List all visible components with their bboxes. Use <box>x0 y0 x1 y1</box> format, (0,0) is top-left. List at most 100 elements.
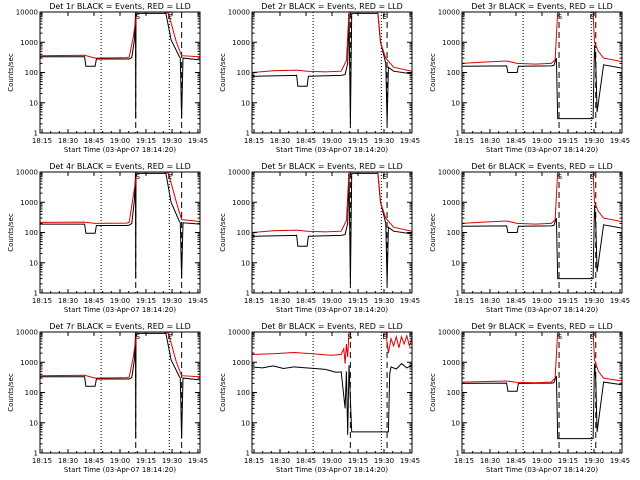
series-events-line <box>462 363 622 440</box>
y-tick-label: 1000 <box>442 39 460 47</box>
marker-label: S <box>136 333 141 341</box>
x-tick-label: 19:30 <box>584 297 604 305</box>
x-tick-label: 19:30 <box>162 297 182 305</box>
series-lld-line <box>252 172 412 233</box>
plot-frame <box>461 11 623 134</box>
marker-label: S <box>558 333 563 341</box>
x-tick-label: 18:45 <box>506 297 526 305</box>
x-tick-label: 18:45 <box>296 457 316 465</box>
y-tick-label: 1 <box>456 290 460 298</box>
y-tick-label: 1000 <box>20 199 38 207</box>
panel-det-2r: Det 2r BLACK = Events, RED = LLD S E 1 10 100… <box>219 2 420 154</box>
x-tick-label: 18:45 <box>506 457 526 465</box>
series-lld-line <box>40 332 200 379</box>
y-tick-label: 10000 <box>16 329 38 337</box>
x-tick-label: 18:15 <box>32 457 52 465</box>
x-tick-label: 19:30 <box>374 137 394 145</box>
y-tick-label: 10000 <box>228 169 250 177</box>
series-lld-line <box>462 172 622 225</box>
series-events-line <box>40 172 200 279</box>
y-axis-label: Counts/sec <box>429 213 437 252</box>
y-tick-label: 100 <box>447 389 460 397</box>
x-axis-label: Start Time (03-Apr-07 18:14:20) <box>486 466 598 474</box>
x-tick-label: 19:30 <box>584 457 604 465</box>
x-tick-label: 18:30 <box>58 137 78 145</box>
y-tick-label: 1000 <box>442 199 460 207</box>
x-tick-label: 19:15 <box>136 137 156 145</box>
panel-det-5r: Det 5r BLACK = Events, RED = LLD S E 1 10 100… <box>219 162 420 314</box>
panel-title: Det 8r BLACK = Events, RED = LLD <box>261 322 403 331</box>
x-tick-label: 19:00 <box>322 457 342 465</box>
x-tick-label: 18:45 <box>296 137 316 145</box>
x-tick-label: 18:15 <box>454 137 474 145</box>
y-tick-label: 1000 <box>232 39 250 47</box>
x-tick-label: 19:30 <box>584 137 604 145</box>
y-tick-label: 10000 <box>438 9 460 17</box>
x-tick-label: 18:15 <box>32 137 52 145</box>
x-tick-label: 19:45 <box>400 137 420 145</box>
x-axis-label: Start Time (03-Apr-07 18:14:20) <box>64 466 176 474</box>
marker-label: E <box>382 173 386 181</box>
y-tick-label: 10 <box>29 259 38 267</box>
y-tick-label: 1000 <box>20 39 38 47</box>
x-tick-label: 19:45 <box>188 457 208 465</box>
y-axis-label: Counts/sec <box>219 373 227 412</box>
marker-label: S <box>558 173 563 181</box>
panel-title: Det 4r BLACK = Events, RED = LLD <box>49 162 191 171</box>
x-axis-label: Start Time (03-Apr-07 18:14:20) <box>64 146 176 154</box>
x-tick-label: 19:30 <box>162 457 182 465</box>
x-tick-label: 19:45 <box>400 457 420 465</box>
y-tick-label: 1 <box>456 130 460 138</box>
y-tick-label: 1 <box>34 130 38 138</box>
x-tick-label: 18:30 <box>270 137 290 145</box>
y-tick-label: 10 <box>451 99 460 107</box>
marker-label: E <box>382 13 386 21</box>
x-tick-label: 18:30 <box>58 457 78 465</box>
x-tick-label: 18:15 <box>32 297 52 305</box>
x-tick-label: 18:15 <box>244 457 264 465</box>
x-tick-label: 18:30 <box>58 297 78 305</box>
plot-frame <box>39 11 201 134</box>
y-tick-label: 100 <box>447 229 460 237</box>
series-events-line <box>462 205 622 280</box>
y-axis-label: Counts/sec <box>219 213 227 252</box>
x-tick-label: 18:45 <box>84 137 104 145</box>
panel-det-7r: Det 7r BLACK = Events, RED = LLD S E 1 10 100… <box>7 322 208 474</box>
x-tick-label: 19:30 <box>374 457 394 465</box>
x-tick-label: 19:00 <box>110 297 130 305</box>
y-axis-label: Counts/sec <box>7 373 15 412</box>
panel-title: Det 5r BLACK = Events, RED = LLD <box>261 162 403 171</box>
y-tick-label: 10 <box>241 259 250 267</box>
y-tick-label: 1 <box>246 450 250 458</box>
x-tick-label: 18:30 <box>480 457 500 465</box>
y-tick-label: 10000 <box>16 9 38 17</box>
y-tick-label: 1000 <box>442 359 460 367</box>
y-tick-label: 10000 <box>438 169 460 177</box>
x-tick-label: 19:45 <box>188 297 208 305</box>
x-tick-label: 19:00 <box>532 297 552 305</box>
x-tick-label: 19:00 <box>110 137 130 145</box>
x-tick-label: 19:45 <box>188 137 208 145</box>
x-tick-label: 19:00 <box>532 137 552 145</box>
panel-title: Det 7r BLACK = Events, RED = LLD <box>49 322 191 331</box>
series-events-line <box>252 362 412 435</box>
panel-det-4r: Det 4r BLACK = Events, RED = LLD S E 1 10 100… <box>7 162 208 314</box>
plot-frame <box>39 331 201 454</box>
x-tick-label: 18:15 <box>454 297 474 305</box>
x-tick-label: 19:00 <box>110 457 130 465</box>
series-events-line <box>462 45 622 120</box>
marker-label: S <box>348 333 353 341</box>
y-tick-label: 100 <box>25 69 38 77</box>
x-tick-label: 19:30 <box>374 297 394 305</box>
x-tick-label: 19:45 <box>400 297 420 305</box>
x-tick-label: 19:45 <box>610 297 630 305</box>
panel-det-9r: Det 9r BLACK = Events, RED = LLD S E 1 10 100… <box>429 322 630 474</box>
x-axis-label: Start Time (03-Apr-07 18:14:20) <box>276 306 388 314</box>
series-events-line <box>252 172 412 284</box>
marker-label: E <box>382 333 386 341</box>
marker-label: E <box>590 333 594 341</box>
x-axis-label: Start Time (03-Apr-07 18:14:20) <box>276 146 388 154</box>
y-tick-label: 10000 <box>228 329 250 337</box>
panel-title: Det 2r BLACK = Events, RED = LLD <box>261 2 403 11</box>
x-tick-label: 19:30 <box>162 137 182 145</box>
